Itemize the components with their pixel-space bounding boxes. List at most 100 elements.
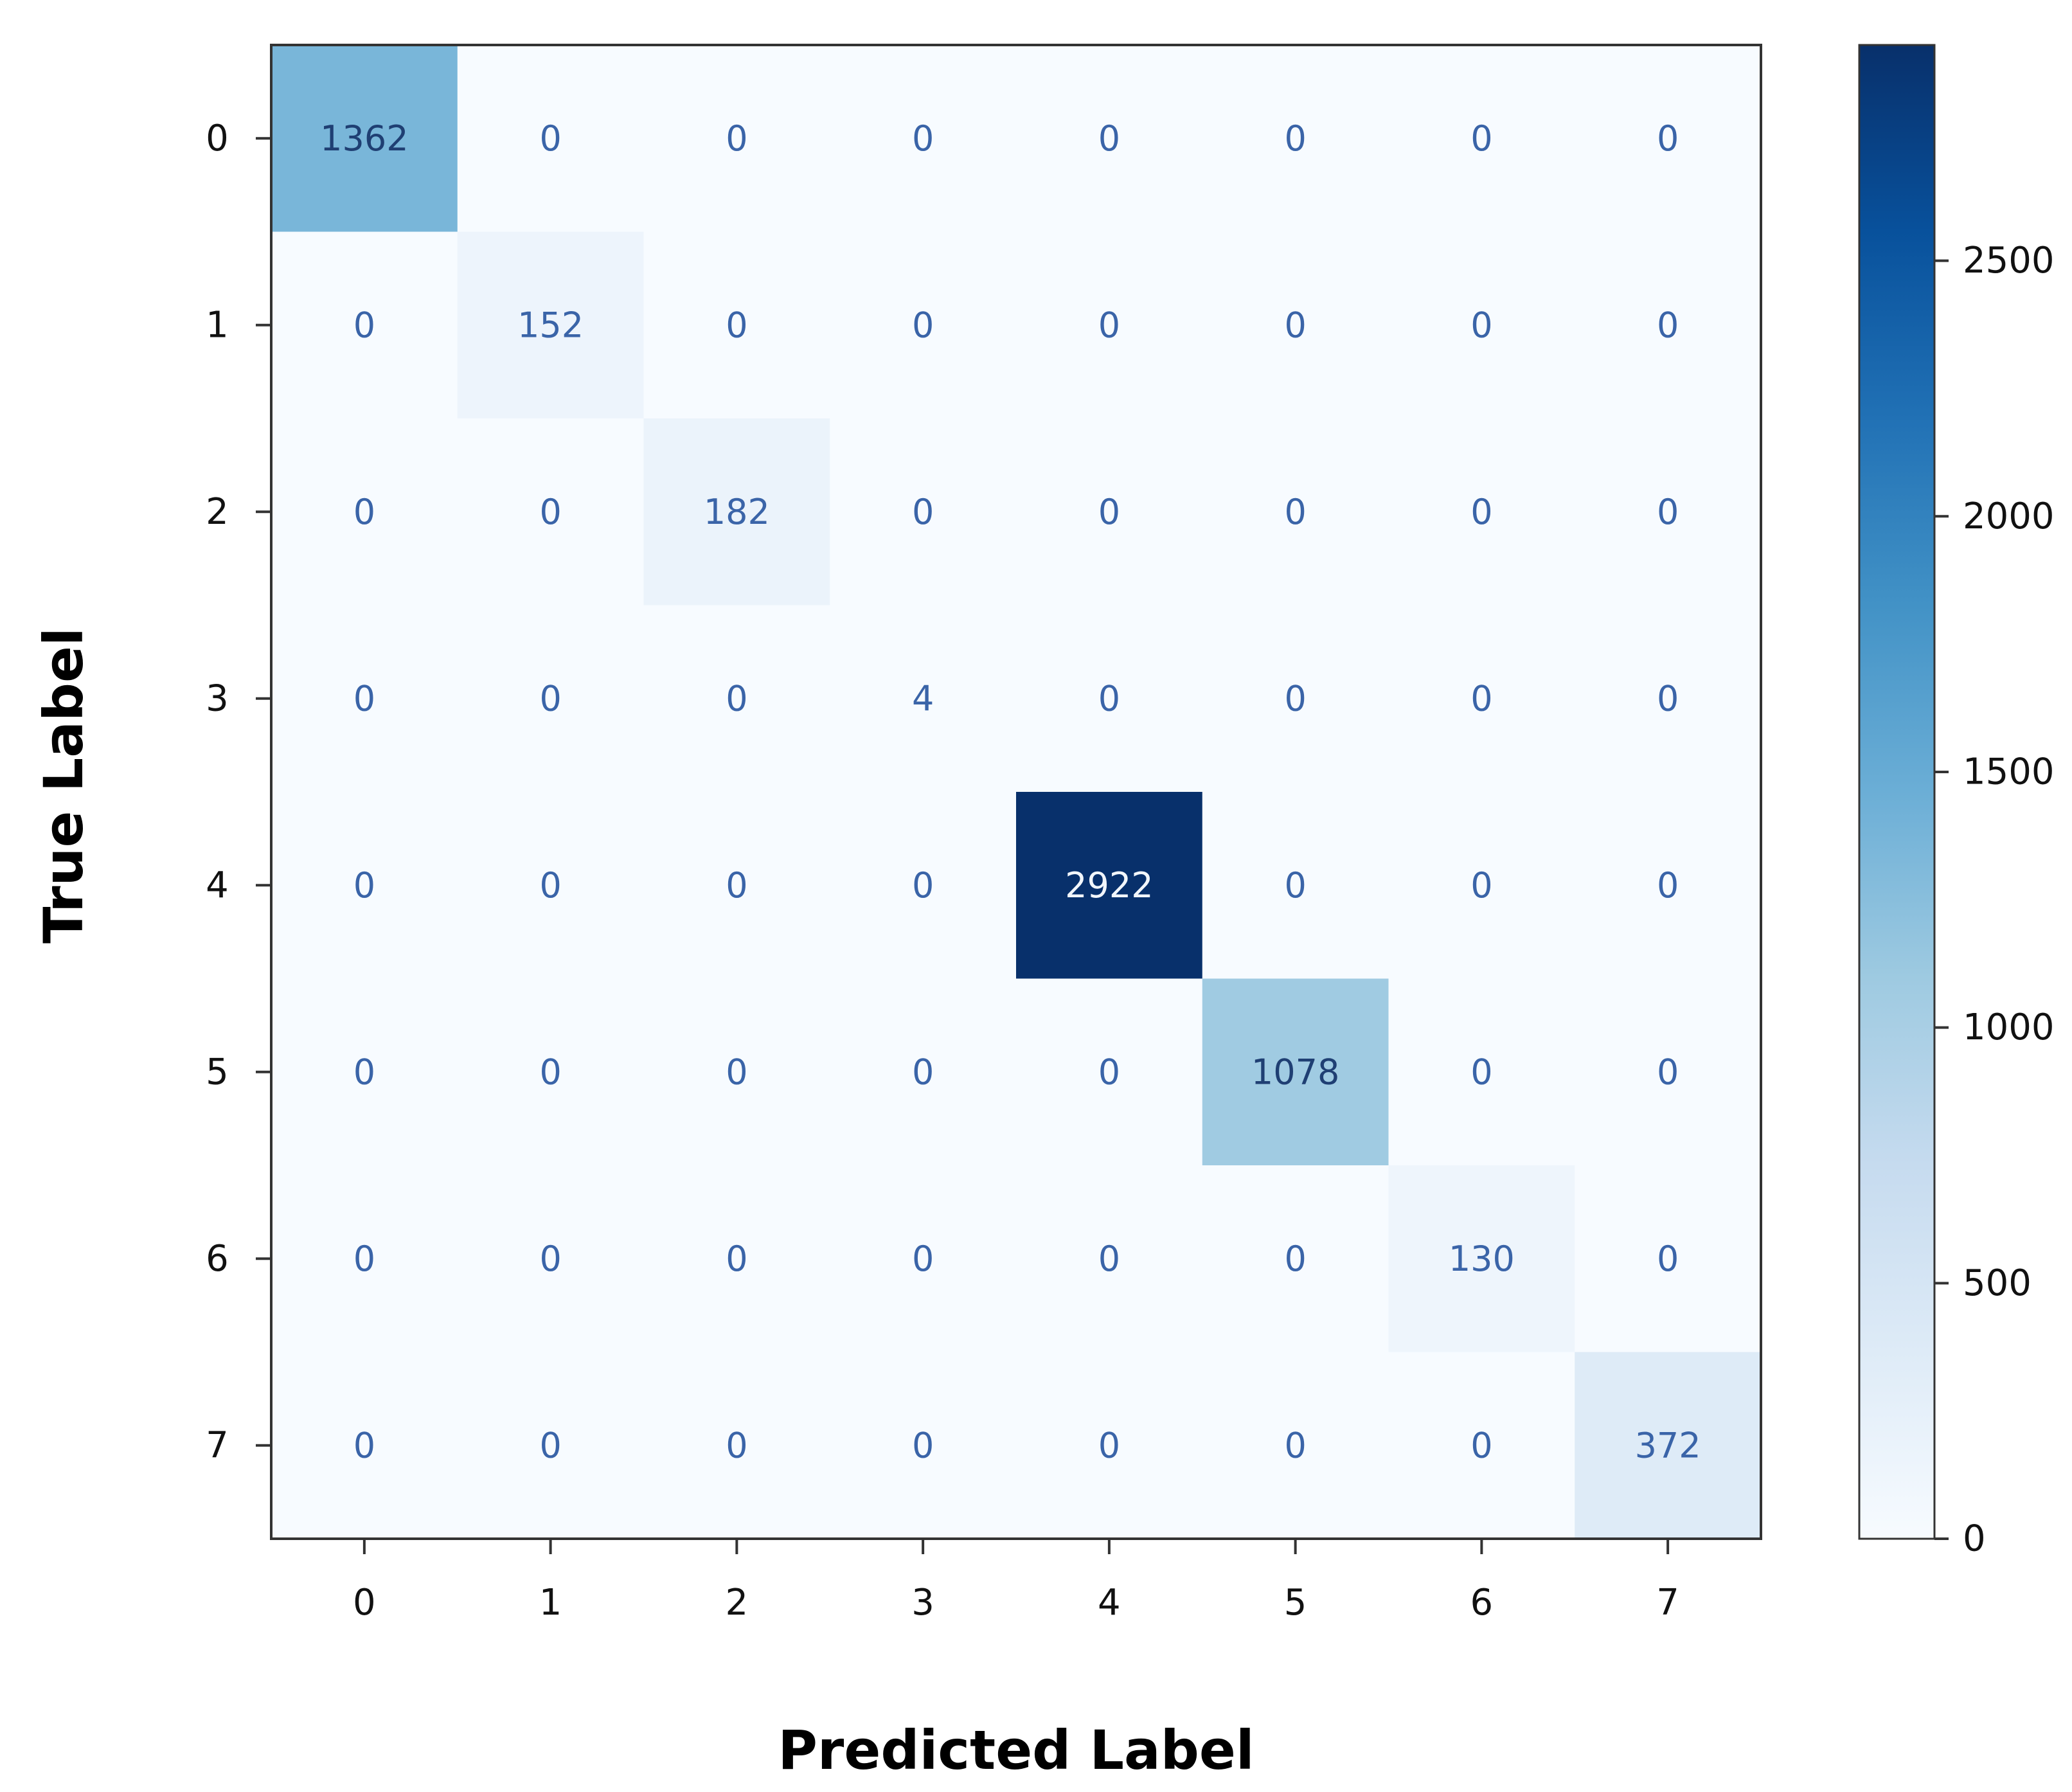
- heatmap-cell: [1575, 605, 1762, 793]
- cell-value-label: 1078: [1251, 1052, 1339, 1092]
- y-tick-label: 3: [206, 677, 229, 719]
- heatmap-cell: [1388, 45, 1575, 232]
- heatmap-cell: [457, 45, 644, 232]
- cell-value-label: 0: [912, 118, 934, 159]
- cell-value-label: 0: [1098, 118, 1120, 159]
- cell-value-label: 0: [1657, 492, 1679, 532]
- heatmap-cell: [643, 792, 830, 979]
- cell-value-label: 0: [1098, 1425, 1120, 1465]
- heatmap-cell: [1202, 605, 1389, 793]
- cell-value-label: 0: [726, 865, 747, 906]
- heatmap-cell: [1202, 1352, 1389, 1539]
- x-tick-label: 7: [1656, 1582, 1679, 1624]
- heatmap-cell: [1202, 978, 1389, 1166]
- cell-value-label: 4: [912, 678, 934, 719]
- heatmap-cell: [1388, 231, 1575, 419]
- cell-value-label: 0: [726, 678, 747, 719]
- cell-value-label: 0: [726, 1425, 747, 1465]
- heatmap-cell: [271, 978, 458, 1166]
- cell-value-label: 0: [353, 1239, 375, 1279]
- heatmap-cell: [643, 1165, 830, 1352]
- cell-value-label: 130: [1449, 1239, 1515, 1279]
- heatmap-cell: [643, 45, 830, 232]
- cell-value-label: 0: [1098, 305, 1120, 345]
- heatmap-cell: [1202, 792, 1389, 979]
- heatmap-cell: [1388, 1165, 1575, 1352]
- cell-value-label: 0: [1657, 1239, 1679, 1279]
- cell-value-label: 0: [1657, 865, 1679, 906]
- cell-value-labels: 1362 0 0 0 0 0 0 0 0 152 0 0 0 0 0 0 0 0 182 0 0 0 0 0 0 0 0 4 0 0 0 0 0…: [320, 118, 1701, 1466]
- x-tick-label: 6: [1470, 1582, 1494, 1624]
- heatmap-cells: [271, 45, 1762, 1539]
- cell-value-label: 0: [1284, 305, 1306, 345]
- cell-value-label: 0: [1470, 678, 1492, 719]
- cell-value-label: 0: [539, 1425, 561, 1465]
- heatmap-cell: [271, 1352, 458, 1539]
- heatmap-cell: [1016, 231, 1203, 419]
- cell-value-label: 0: [726, 118, 747, 159]
- heatmap-cell: [457, 418, 644, 605]
- heatmap-cell: [1202, 45, 1389, 232]
- cell-value-label: 0: [1284, 492, 1306, 532]
- cell-value-label: 0: [1284, 1239, 1306, 1279]
- heatmap-cell: [830, 45, 1017, 232]
- heatmap-cell: [457, 605, 644, 793]
- cell-value-label: 0: [1098, 1239, 1120, 1279]
- cell-value-label: 0: [726, 1052, 747, 1092]
- cell-value-label: 0: [912, 865, 934, 906]
- cell-value-label: 0: [726, 1239, 747, 1279]
- cell-value-label: 0: [539, 865, 561, 906]
- cell-value-label: 182: [704, 492, 770, 532]
- heatmap-cell: [1575, 792, 1762, 979]
- cell-value-label: 0: [912, 1052, 934, 1092]
- heatmap-cell: [643, 231, 830, 419]
- heatmap-cell: [1016, 45, 1203, 232]
- cell-value-label: 0: [353, 1425, 375, 1465]
- cell-value-label: 0: [539, 678, 561, 719]
- heatmap-cell: [457, 231, 644, 419]
- heatmap-cell: [457, 1165, 644, 1352]
- cell-value-label: 152: [517, 305, 584, 345]
- heatmap-cell: [1388, 978, 1575, 1166]
- cell-value-label: 0: [1470, 1425, 1492, 1465]
- colorbar-tick-label: 500: [1963, 1262, 2032, 1304]
- heatmap-cell: [271, 45, 458, 232]
- heatmap-cell: [271, 792, 458, 979]
- cell-value-label: 0: [1284, 118, 1306, 159]
- colorbar-tick-label: 1500: [1963, 751, 2055, 793]
- y-axis-title: True Label: [32, 627, 95, 944]
- heatmap-cell: [457, 978, 644, 1166]
- cell-value-label: 0: [1284, 678, 1306, 719]
- cell-value-label: 0: [539, 492, 561, 532]
- cell-value-label: 0: [353, 1052, 375, 1092]
- y-tick-label: 7: [206, 1424, 229, 1466]
- heatmap-cell: [1388, 605, 1575, 793]
- heatmap-cell: [457, 1352, 644, 1539]
- cell-value-label: 0: [1470, 118, 1492, 159]
- cell-value-label: 1362: [320, 118, 408, 159]
- cell-value-label: 0: [539, 1052, 561, 1092]
- heatmap-cell: [643, 605, 830, 793]
- heatmap-cell: [271, 1165, 458, 1352]
- cell-value-label: 372: [1635, 1425, 1701, 1465]
- heatmap-cell: [1202, 231, 1389, 419]
- heatmap-cell: [1388, 1352, 1575, 1539]
- x-tick-label: 4: [1098, 1582, 1121, 1624]
- x-axis-ticks: 0 1 2 3 4 5 6 7: [353, 1539, 1679, 1624]
- heatmap-cell: [271, 418, 458, 605]
- x-tick-label: 0: [353, 1582, 376, 1624]
- cell-value-label: 0: [912, 1425, 934, 1465]
- cell-value-label: 0: [912, 1239, 934, 1279]
- heatmap-cell: [1202, 418, 1389, 605]
- heatmap-cell: [643, 978, 830, 1166]
- cell-value-label: 0: [1470, 1052, 1492, 1092]
- cell-value-label: 0: [1657, 1052, 1679, 1092]
- heatmap-cell: [1575, 418, 1762, 605]
- cell-value-label: 0: [1657, 118, 1679, 159]
- heatmap-cell: [830, 978, 1017, 1166]
- cell-value-label: 0: [353, 305, 375, 345]
- y-tick-label: 2: [206, 491, 229, 533]
- heatmap-cell: [1016, 978, 1203, 1166]
- cell-value-label: 0: [1657, 678, 1679, 719]
